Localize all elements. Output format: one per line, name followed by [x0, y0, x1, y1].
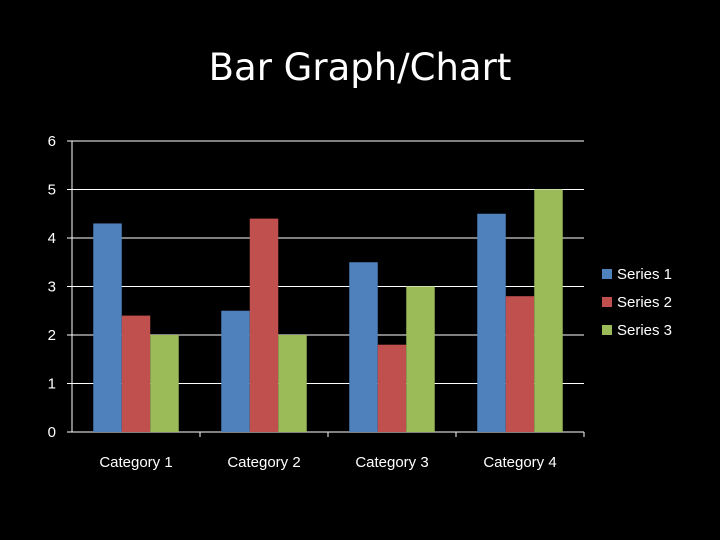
bar: [121, 315, 151, 432]
x-tick-label: Category 3: [355, 454, 428, 471]
bar: [349, 262, 378, 432]
y-tick-label: 1: [48, 376, 56, 393]
bar: [249, 218, 279, 432]
legend-swatch: [602, 297, 612, 307]
y-tick-label: 5: [48, 182, 56, 199]
x-tick-label: Category 4: [483, 454, 556, 471]
y-tick-label: 4: [48, 230, 56, 247]
x-tick-label: Category 2: [227, 454, 300, 471]
bar: [278, 335, 307, 432]
bar: [477, 213, 506, 432]
bar: [534, 189, 563, 432]
bar: [377, 344, 407, 432]
bar: [505, 296, 535, 432]
legend-label: Series 2: [617, 294, 672, 311]
y-tick-label: 6: [48, 133, 56, 150]
legend-label: Series 3: [617, 322, 672, 339]
bar: [221, 310, 250, 432]
bar: [406, 286, 435, 432]
y-tick-label: 2: [48, 327, 56, 344]
legend-swatch: [602, 325, 612, 335]
y-tick-label: 3: [48, 279, 56, 296]
x-tick-label: Category 1: [99, 454, 172, 471]
slide-title: Bar Graph/Chart: [208, 46, 512, 89]
bar: [93, 223, 122, 432]
bar: [150, 335, 179, 432]
legend-swatch: [602, 269, 612, 279]
y-tick-label: 0: [48, 424, 56, 441]
legend-label: Series 1: [617, 266, 672, 283]
